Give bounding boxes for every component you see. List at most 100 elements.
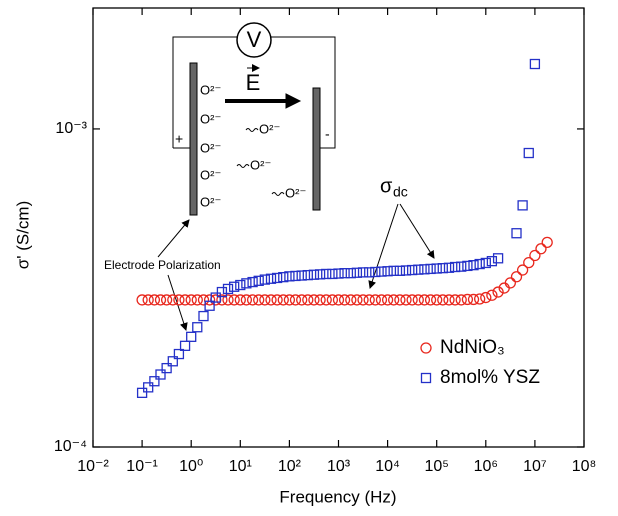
data-point <box>510 271 523 283</box>
data-point <box>160 294 173 306</box>
data-point <box>302 294 314 306</box>
data-point <box>388 294 400 306</box>
data-point <box>424 294 437 306</box>
data-point <box>277 294 289 306</box>
data-point <box>443 294 455 306</box>
annotation-arrow <box>368 203 399 289</box>
data-point <box>467 293 480 306</box>
data-point <box>179 294 191 306</box>
x-axis-label: Frequency (Hz) <box>279 487 396 506</box>
legend-label: 8mol% YSZ <box>440 367 540 388</box>
annotation: σ <box>380 175 393 197</box>
data-point <box>149 376 160 387</box>
voltmeter-label: V <box>247 27 262 52</box>
data-point <box>517 200 528 211</box>
data-point <box>265 273 277 284</box>
y-axis-label: σ' (S/cm) <box>13 201 32 270</box>
data-point <box>253 275 264 286</box>
data-point <box>406 264 418 276</box>
data-point <box>418 294 431 306</box>
data-point <box>516 264 529 276</box>
data-point <box>246 294 259 306</box>
data-point <box>308 269 320 280</box>
data-point <box>455 294 467 306</box>
legend-label: NdNiO₃ <box>440 337 505 358</box>
x-tick-label: 10⁰ <box>179 458 203 475</box>
data-point <box>351 294 363 306</box>
ion-label: O²⁻ <box>259 121 280 136</box>
data-point <box>283 294 296 306</box>
data-point <box>314 269 326 280</box>
data-point <box>290 270 301 282</box>
x-tick-label: 10¹ <box>229 458 252 475</box>
data-point <box>333 268 344 279</box>
data-point <box>486 289 498 301</box>
x-tick-label: 10⁻¹ <box>126 458 158 475</box>
x-tick-label: 10⁴ <box>375 458 400 475</box>
x-tick-label: 10⁸ <box>572 458 597 475</box>
data-point <box>351 267 363 278</box>
data-point <box>228 294 240 306</box>
data-point <box>370 266 381 278</box>
data-point <box>511 228 522 239</box>
data-point <box>197 294 210 306</box>
data-point <box>241 278 252 289</box>
data-point <box>523 147 534 159</box>
data-point <box>235 279 246 291</box>
annotation-arrow <box>157 219 190 258</box>
data-point <box>443 262 455 273</box>
electrode <box>189 62 198 216</box>
annotation-arrow <box>399 203 435 259</box>
data-point <box>173 294 185 306</box>
data-point <box>229 281 240 292</box>
data-point <box>431 294 443 306</box>
x-tick-label: 10³ <box>327 458 351 475</box>
data-point <box>363 294 375 306</box>
data-point <box>143 382 154 393</box>
data-point <box>222 283 234 295</box>
data-point <box>394 265 406 276</box>
y-tick-label: 10⁻³ <box>55 120 87 137</box>
x-tick-label: 10² <box>278 458 302 475</box>
data-point <box>314 294 326 306</box>
ion-label: O²⁻ <box>200 111 221 126</box>
data-point <box>339 268 350 279</box>
field-label: E <box>246 70 261 95</box>
data-point <box>461 293 474 306</box>
data-point <box>406 294 418 306</box>
data-point <box>284 271 295 282</box>
data-point <box>382 266 393 277</box>
voltmeter <box>236 22 272 58</box>
data-point <box>529 249 541 262</box>
ion-label: O²⁻ <box>200 140 221 155</box>
data-point <box>186 331 197 342</box>
data-point <box>541 236 553 248</box>
x-tick-label: 10⁵ <box>424 458 448 475</box>
data-point <box>136 294 148 306</box>
data-point <box>289 294 302 306</box>
data-point <box>278 271 289 283</box>
data-point <box>204 300 215 311</box>
data-point <box>240 294 253 306</box>
data-point <box>296 294 308 306</box>
data-point <box>259 294 271 306</box>
data-point <box>492 286 504 298</box>
data-point <box>253 294 265 306</box>
data-point <box>142 294 154 306</box>
data-point <box>375 294 388 306</box>
data-point <box>173 348 185 360</box>
data-point <box>394 294 406 306</box>
data-point <box>535 243 547 255</box>
inset-labels: V E + - O²⁻ O²⁻ O²⁻ O²⁻ O²⁻ O²⁻ O²⁻ O²⁻ <box>175 27 330 210</box>
data-point <box>381 294 394 306</box>
x-tick-label: 10⁷ <box>523 458 547 475</box>
data-point <box>210 292 221 303</box>
data-point <box>529 58 541 70</box>
data-point <box>234 294 246 306</box>
data-point <box>376 266 387 277</box>
data-point <box>437 294 449 306</box>
data-point <box>259 274 270 285</box>
data-point <box>412 294 424 306</box>
data-point <box>468 260 479 271</box>
ion-label: O²⁻ <box>200 167 221 182</box>
